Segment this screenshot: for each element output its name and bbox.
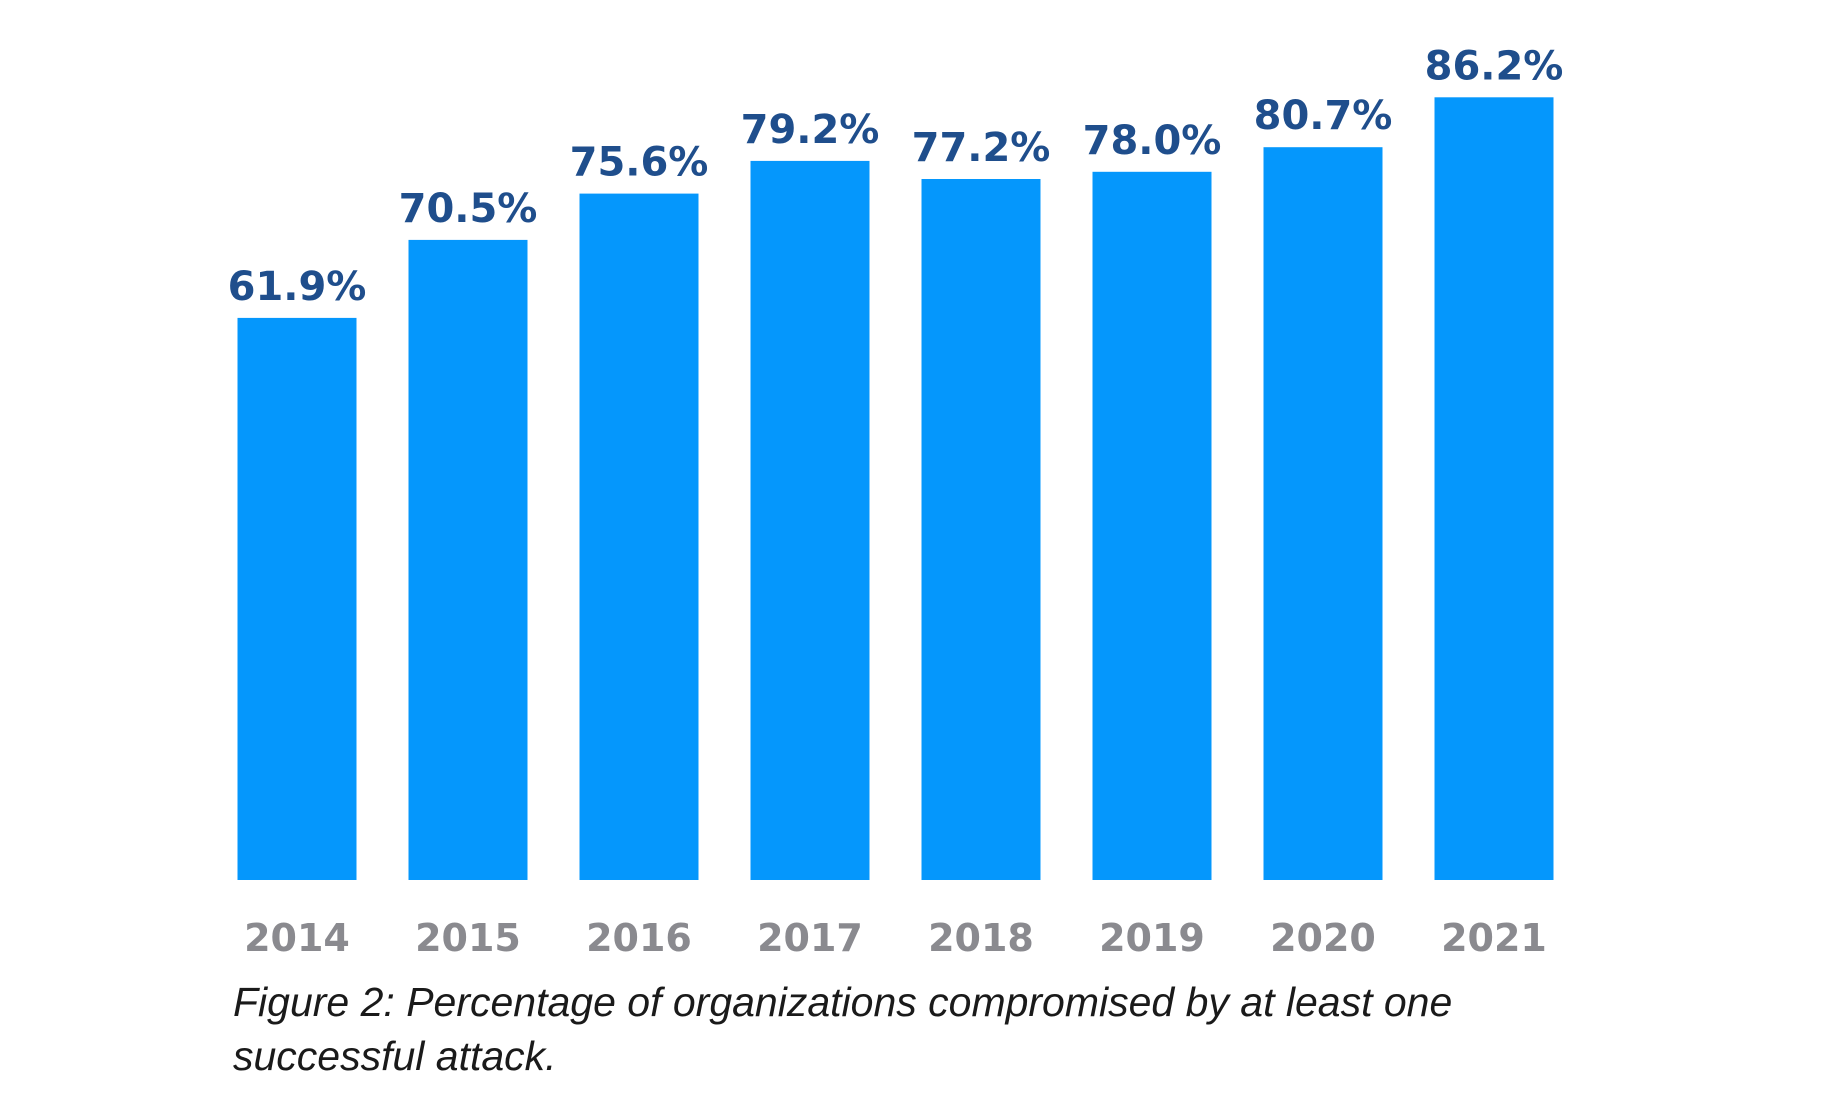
x-tick-label-2015: 2015 <box>415 916 521 960</box>
bar-2020 <box>1263 147 1383 880</box>
value-labels-group: 61.9% 70.5% 75.6% 79.2% 77.2% 78.0% 80.7% 86.2% <box>228 43 1564 310</box>
x-tick-label-2014: 2014 <box>244 916 350 960</box>
bar-2021 <box>1434 97 1554 881</box>
x-tick-label-2016: 2016 <box>586 916 692 960</box>
data-label-2019: 78.0% <box>1083 118 1222 164</box>
bar-chart: 61.9% 70.5% 75.6% 79.2% 77.2% 78.0% 80.7% 86.2%… <box>228 43 1564 960</box>
data-label-2017: 79.2% <box>741 107 880 153</box>
x-tick-label-2020: 2020 <box>1270 916 1376 960</box>
bar-2018 <box>921 179 1041 880</box>
bar-2016 <box>579 193 699 881</box>
bar-2015 <box>408 239 528 880</box>
data-label-2016: 75.6% <box>570 140 709 186</box>
x-tick-label-2021: 2021 <box>1441 916 1547 960</box>
data-label-2014: 61.9% <box>228 264 367 310</box>
data-label-2018: 77.2% <box>912 125 1051 171</box>
x-tick-labels-group: 2014 2015 2016 2017 2018 2019 2020 2021 <box>244 916 1547 960</box>
data-label-2020: 80.7% <box>1254 93 1393 139</box>
bar-2019 <box>1092 171 1212 881</box>
data-label-2021: 86.2% <box>1425 43 1564 89</box>
bars-group <box>237 97 1554 881</box>
figure-caption: Figure 2: Percentage of organizations co… <box>233 979 1453 1079</box>
bar-2017 <box>750 160 870 880</box>
data-label-2015: 70.5% <box>399 186 538 232</box>
x-tick-label-2019: 2019 <box>1099 916 1205 960</box>
x-tick-label-2017: 2017 <box>757 916 863 960</box>
x-tick-label-2018: 2018 <box>928 916 1034 960</box>
bar-2014 <box>237 317 357 880</box>
